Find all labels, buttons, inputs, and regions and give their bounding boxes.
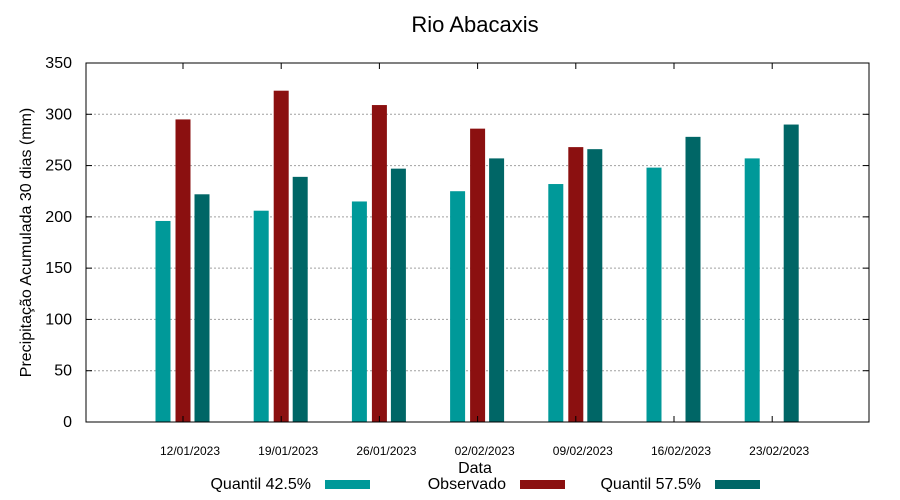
y-axis-label: Precipitação Acumulada 30 dias (mm) — [18, 108, 35, 377]
legend-swatch — [325, 480, 370, 489]
bars — [155, 90, 799, 423]
y-tick-label: 0 — [63, 414, 72, 431]
y-tick-label: 300 — [45, 106, 72, 123]
x-tick-label: 26/01/2023 — [356, 444, 416, 458]
bar — [351, 201, 367, 422]
x-tick-label: 19/01/2023 — [258, 444, 318, 458]
bar — [587, 149, 603, 422]
bar — [450, 191, 466, 422]
bar — [783, 124, 799, 423]
y-tick-label: 150 — [45, 260, 72, 277]
bar — [253, 210, 269, 422]
legend-swatch — [520, 480, 565, 489]
x-axis-ticks: 12/01/2023 19/01/2023 26/01/2023 02/02/2023… — [160, 63, 810, 458]
y-tick-label: 250 — [45, 158, 72, 175]
bar — [548, 184, 564, 422]
bar — [568, 147, 584, 422]
x-tick-label: 16/02/2023 — [651, 444, 711, 458]
bar — [390, 168, 406, 422]
bar — [744, 158, 760, 423]
y-tick-label: 200 — [45, 209, 72, 226]
legend: Quantil 42.5% Observado Quantil 57.5% — [210, 476, 760, 493]
bar — [470, 128, 486, 422]
legend-swatch — [715, 480, 760, 489]
y-tick-label: 350 — [45, 55, 72, 72]
bar — [489, 158, 505, 423]
bar — [646, 167, 662, 422]
bar — [194, 194, 210, 422]
legend-label: Quantil 57.5% — [600, 476, 701, 493]
bar — [155, 220, 171, 422]
bar — [273, 90, 289, 423]
bar — [175, 119, 191, 423]
bar — [292, 176, 308, 422]
x-tick-label: 09/02/2023 — [553, 444, 613, 458]
grid-lines — [86, 113, 869, 372]
x-tick-label: 12/01/2023 — [160, 444, 220, 458]
legend-label: Observado — [428, 476, 506, 493]
x-axis-label: Data — [458, 460, 492, 477]
bar — [371, 105, 387, 422]
x-tick-label: 23/02/2023 — [749, 444, 809, 458]
y-tick-label: 50 — [54, 363, 72, 380]
y-axis-ticks: 0 50 100 150 200 250 300 350 — [45, 55, 869, 431]
x-tick-label: 02/02/2023 — [455, 444, 515, 458]
y-tick-label: 100 — [45, 311, 72, 328]
legend-label: Quantil 42.5% — [210, 476, 311, 493]
chart-title: Rio Abacaxis — [411, 12, 538, 37]
bar — [685, 136, 701, 422]
